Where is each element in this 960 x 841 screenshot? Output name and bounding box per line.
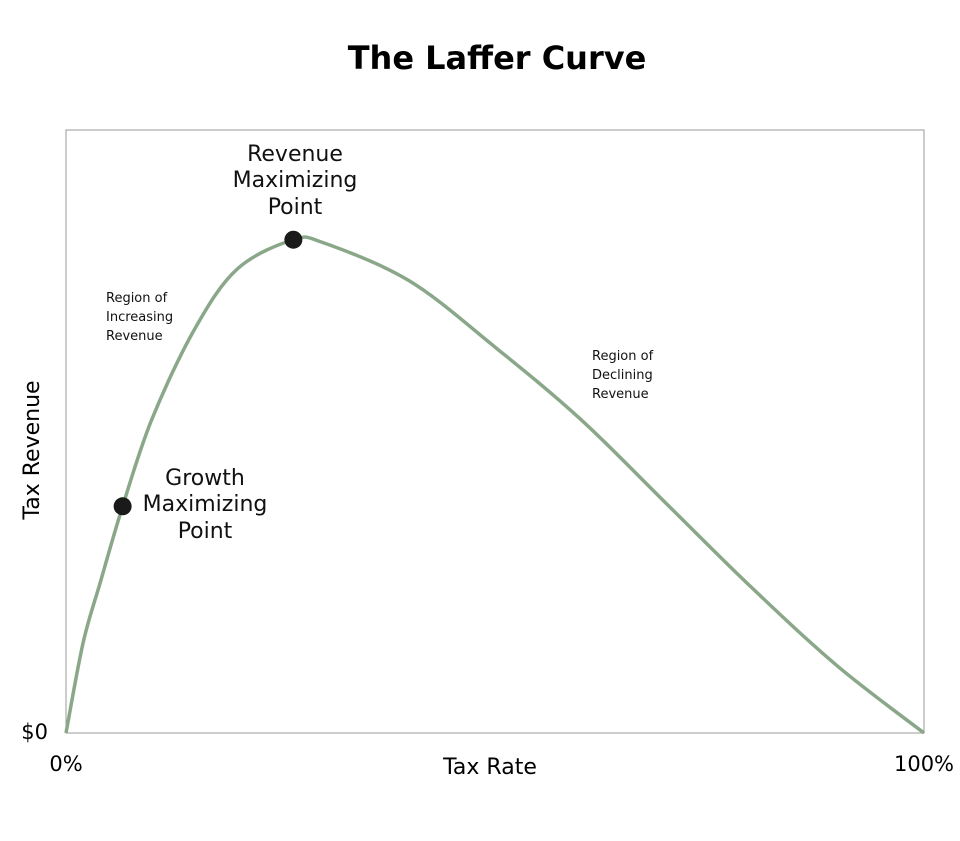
- y-axis-label: Tax Revenue: [20, 380, 45, 520]
- point-label: Growth Maximizing Point: [142, 466, 268, 544]
- point-marker: [113, 497, 132, 516]
- region-annotation: Region of Increasing Revenue: [106, 291, 174, 344]
- y-tick-label: $0: [21, 720, 48, 744]
- x-tick-label: 0%: [49, 752, 82, 776]
- point-marker: [284, 230, 303, 249]
- region-annotation: Region of Declining Revenue: [592, 349, 654, 402]
- chart-title: The Laffer Curve: [348, 39, 647, 77]
- plot-frame: [65, 129, 925, 734]
- x-axis-label: Tax Rate: [442, 755, 537, 780]
- point-label: Revenue Maximizing Point: [232, 142, 358, 220]
- x-tick-label: 100%: [894, 752, 954, 776]
- curve: [64, 235, 926, 735]
